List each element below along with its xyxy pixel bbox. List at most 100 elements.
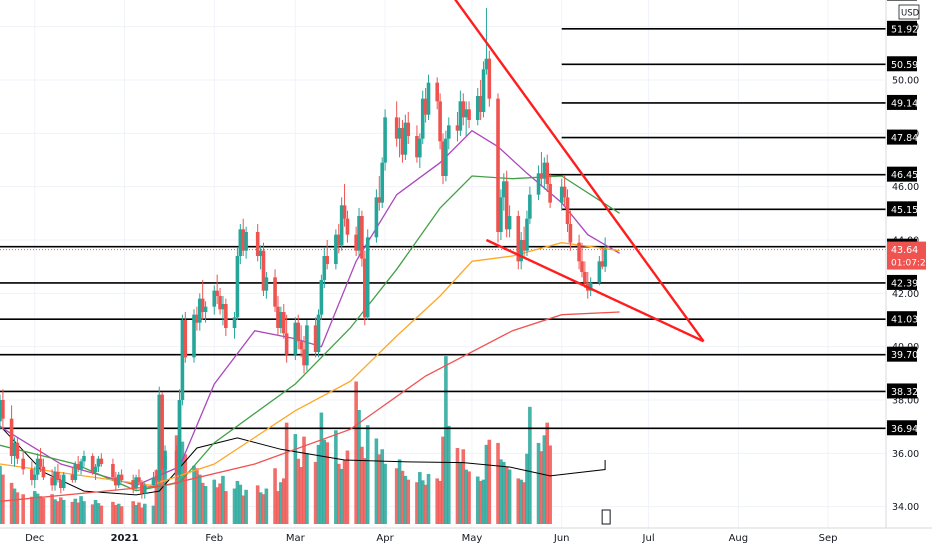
countdown-label: 01:07:27 [891,259,931,269]
volume-bar [62,500,66,524]
candle-body [215,291,219,296]
candle-body [296,323,300,342]
candle-body [82,456,86,461]
candle-body [467,109,471,120]
candle-body [224,304,228,328]
level-badge-label: 45.15 [891,205,918,216]
volume-bar [406,480,410,524]
volume-bar [488,440,492,524]
candle-body [545,163,549,184]
candle-body [569,224,573,243]
candle-body [184,320,188,357]
candle-body [1,400,5,419]
volume-bar [325,442,329,524]
candle-body [435,83,439,102]
y-tick-label: 34.00 [892,502,919,513]
level-badge-label: 42.39 [891,278,918,289]
candle-body [406,123,410,136]
candle-body [366,237,370,317]
candle-body [482,69,486,112]
x-tick-label: Sep [819,533,838,544]
candle-body [120,475,124,480]
candle-body [94,467,98,472]
x-tick-label: Aug [729,533,749,544]
volume-bar [1,475,5,524]
volume-bar [16,492,20,524]
volume-bar [184,454,188,524]
candle-body [320,280,324,315]
candle-body [508,216,512,229]
candle-body [42,467,46,478]
candle-body [233,317,237,328]
candle-body [427,83,431,115]
y-tick-label: 36.00 [892,449,919,460]
candle-body [143,485,147,493]
x-tick-label: Jul [642,533,655,544]
y-tick-label: 42.00 [892,289,919,300]
x-tick-label: Apr [376,533,394,544]
candle-body [528,195,532,219]
candle-body [163,451,167,470]
volume-bar [120,506,124,524]
candle-body [100,459,104,464]
volume-bar [100,506,104,524]
y-tick-label: 50.00 [892,76,919,87]
candle-body [178,400,182,475]
volume-bar [305,453,309,524]
candle-body [285,333,289,354]
candle-body [444,139,448,176]
candle-body [244,232,248,251]
volume-bar [265,489,269,524]
candle-body [438,101,442,141]
level-badge-label: 47.84 [891,133,918,144]
candle-body [375,197,379,237]
x-tick-label: Mar [286,533,306,544]
volume-bar [548,445,552,524]
volume-bar [447,426,451,524]
candle-body [583,272,587,283]
candle-body [299,341,303,349]
level-badge-label: 41.03 [891,315,918,326]
candle-body [204,307,208,312]
candle-body [56,472,60,480]
volume-bar [528,407,532,524]
volume-bar [346,451,350,524]
volume-bar [508,470,512,524]
y-tick-label: 46.00 [892,182,919,193]
candle-body [525,219,529,251]
candle-body [282,312,286,333]
candle-body [137,477,141,482]
candle-body [563,187,567,198]
volume-bar [244,490,248,524]
volume-bar [42,498,46,524]
current-price-label: 43.64 [891,245,918,256]
candle-body [16,443,20,459]
volume-bar [285,423,289,524]
volume-bar [224,491,228,524]
candle-body [603,250,607,267]
x-tick-label: Jun [553,533,570,544]
candle-body [305,325,309,365]
candle-body [39,459,43,467]
candle-body [273,277,277,306]
volume-bar [383,464,387,524]
candle-body [325,256,329,264]
level-badge-label: 36.94 [891,424,918,435]
volume-bar [82,501,86,524]
candle-body [21,459,25,470]
candle-body [577,243,581,262]
x-tick-label: 2021 [111,533,139,544]
candle-body [499,197,503,232]
level-badge-label: 38.32 [891,387,918,398]
volume-bar [427,474,431,524]
level-badge-label: 46.45 [891,170,918,181]
candle-body [111,464,115,477]
candle-body [418,139,422,158]
currency-label: USD [901,9,920,19]
candle-body [62,475,66,488]
candle-body [317,315,321,352]
level-badge-label: 49.14 [891,98,918,109]
volume-bar [366,425,370,524]
